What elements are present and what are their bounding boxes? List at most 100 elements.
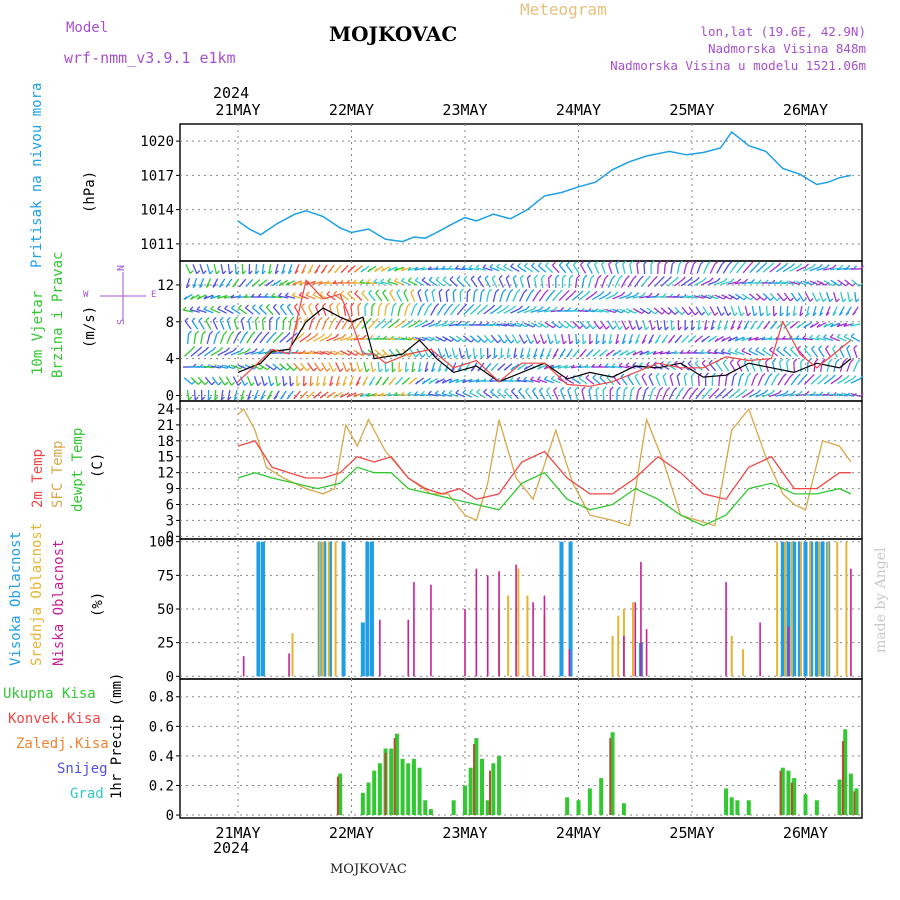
wind-barb-tick: [655, 292, 660, 297]
high-cloud-bar: [322, 541, 327, 677]
wind-barb: [431, 291, 435, 303]
wind-barb: [564, 378, 575, 384]
wind-barb: [366, 281, 377, 285]
wind-barb-tick: [574, 386, 579, 391]
wind-barb: [307, 306, 314, 316]
wind-barb-tick: [638, 326, 643, 331]
wind-barb-tick: [581, 386, 586, 391]
wind-barb: [809, 337, 820, 341]
wind-barb-tick: [319, 291, 324, 296]
wind-barb: [595, 389, 598, 401]
wind-barb: [790, 292, 798, 302]
wind-barb-tick: [567, 386, 572, 391]
wind-barb-tick: [765, 358, 769, 363]
wind-barb: [799, 305, 803, 317]
wind-barb: [490, 391, 499, 399]
wind-barb-tick: [796, 297, 801, 302]
wind-barb: [193, 389, 196, 401]
wind-barb: [615, 333, 619, 345]
wind-barb-tick: [593, 290, 598, 295]
mid-cloud-bar: [611, 635, 614, 677]
total-precip-bar: [377, 763, 382, 816]
wind-barb: [639, 295, 650, 299]
wind-barb: [204, 376, 213, 386]
wind-barb: [348, 320, 355, 330]
wind-barb-tick: [205, 346, 210, 351]
wind-barb-tick: [319, 367, 324, 372]
wind-barb: [411, 361, 415, 373]
wind-barb-tick: [821, 358, 826, 363]
wind-barb: [729, 264, 737, 274]
wind-barb-tick: [497, 339, 502, 344]
wind-barb-tick: [273, 395, 278, 400]
wind-barb: [512, 278, 518, 288]
wind-barb: [673, 295, 684, 299]
page-title: MOJKOVAC: [329, 22, 458, 46]
wind-barb-tick: [612, 352, 617, 357]
wind-barb-tick: [333, 290, 338, 295]
wind-barb-tick: [477, 338, 482, 343]
wind-barb: [441, 392, 452, 398]
wind-barb: [335, 362, 341, 372]
wind-barb-tick: [269, 316, 274, 321]
wind-barb-tick: [284, 292, 289, 297]
wind-barb: [811, 292, 818, 302]
wind-barb: [347, 293, 356, 301]
wind-barb: [190, 377, 199, 385]
year-bottom: 2024: [213, 839, 250, 857]
mid-cloud-bar: [809, 541, 812, 677]
wind-barb-tick: [569, 340, 574, 345]
wind-barb: [472, 291, 476, 303]
wind-barb: [710, 319, 715, 331]
wind-barb-tick: [368, 381, 373, 386]
wind-barb: [735, 293, 745, 301]
wind-barb: [239, 334, 246, 344]
wind-barb-tick: [548, 274, 553, 279]
model-label: Model: [66, 20, 109, 36]
wind-barb-tick: [635, 340, 640, 345]
wind-barb-tick: [730, 278, 735, 283]
wind-barb-tick: [770, 297, 774, 301]
wind-barb-tick: [264, 293, 269, 298]
wind-barb: [683, 263, 688, 275]
wind-barb: [843, 336, 854, 342]
wind-barb-tick: [428, 276, 433, 281]
wind-barb-tick: [618, 275, 623, 279]
wind-barb-tick: [748, 336, 752, 341]
wind-barb: [741, 350, 752, 356]
wind-barb-tick: [783, 346, 788, 351]
wind-barb-tick: [355, 382, 360, 386]
wind-barb: [765, 305, 768, 317]
wind-barb-tick: [444, 368, 449, 373]
total-precip-bar: [400, 758, 405, 816]
wind-barb: [285, 295, 296, 299]
wind-barb-tick: [580, 261, 584, 266]
wind-barb: [394, 337, 405, 341]
total-precip-bar: [814, 800, 819, 816]
total-precip-bar: [394, 733, 399, 816]
wind-barb-tick: [572, 290, 577, 295]
wind-barb-tick: [474, 354, 479, 359]
wind-barb-tick: [312, 280, 317, 285]
wind-barb-tick: [339, 393, 344, 398]
wind-barb: [537, 322, 547, 328]
wind-barb-tick: [832, 264, 837, 269]
wind-barb-tick: [536, 340, 541, 345]
wind-barb-tick: [414, 391, 419, 396]
wind-barb: [490, 334, 499, 344]
wind-barb: [519, 278, 524, 288]
low-cloud-bar: [623, 635, 625, 677]
wind-barb: [680, 279, 690, 287]
wind-barb-tick: [205, 284, 210, 288]
wind-barb-tick: [605, 352, 610, 357]
wind-barb-tick: [853, 344, 858, 349]
wind-barb: [532, 334, 538, 344]
wind-barb: [714, 294, 725, 300]
wind-barb-tick: [248, 316, 252, 321]
wind-barb: [693, 295, 704, 299]
wind-barb-tick: [645, 386, 649, 391]
wind-barb: [575, 333, 578, 345]
wind-barb-tick: [816, 323, 821, 328]
wind-barb: [783, 292, 791, 302]
wind-barb: [843, 393, 854, 397]
